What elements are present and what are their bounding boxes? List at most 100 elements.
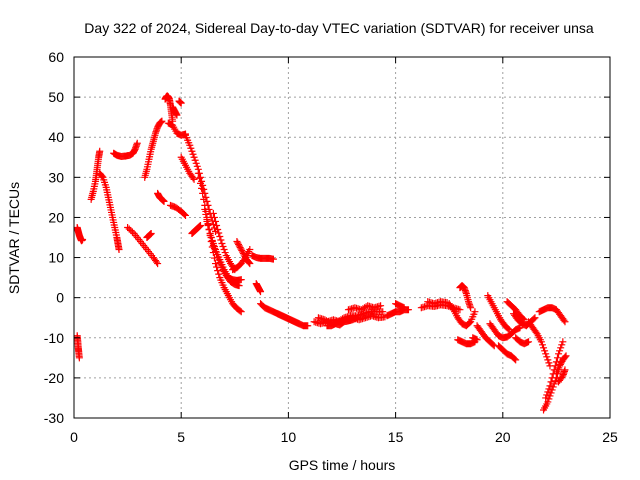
data-point xyxy=(187,144,195,152)
data-point xyxy=(559,338,567,346)
data-point xyxy=(236,244,244,252)
data-point xyxy=(353,314,361,322)
data-point xyxy=(217,236,225,244)
x-tick-label: 15 xyxy=(388,429,404,445)
series-s23 xyxy=(233,238,254,268)
series-s14 xyxy=(166,201,189,219)
x-axis-label: GPS time / hours xyxy=(289,457,396,473)
data-point xyxy=(540,344,548,352)
data-point xyxy=(214,267,222,275)
data-point xyxy=(160,197,168,205)
x-tick-label: 10 xyxy=(281,429,297,445)
data-point xyxy=(545,395,553,403)
data-point xyxy=(237,308,245,316)
data-point xyxy=(545,359,553,367)
series-s16 xyxy=(177,153,198,183)
data-point xyxy=(543,391,551,399)
data-point xyxy=(128,228,136,236)
data-point xyxy=(561,366,569,374)
data-point xyxy=(173,111,181,119)
x-tick-label: 0 xyxy=(70,429,78,445)
data-point xyxy=(541,347,549,355)
data-point xyxy=(235,242,243,250)
y-tick-label: 40 xyxy=(48,129,64,145)
data-point xyxy=(489,341,497,349)
data-point xyxy=(471,308,479,316)
series-s24 xyxy=(248,252,277,263)
data-point xyxy=(193,162,201,170)
data-point xyxy=(525,338,533,346)
data-point xyxy=(547,378,555,386)
series-s38 xyxy=(454,336,479,348)
data-point xyxy=(558,341,566,349)
data-point xyxy=(215,270,223,278)
plot-frame xyxy=(73,56,611,419)
series-s9 xyxy=(154,189,168,205)
data-point xyxy=(181,211,189,219)
data-point xyxy=(206,229,214,237)
data-point xyxy=(199,189,207,197)
data-point xyxy=(239,248,247,256)
data-point xyxy=(212,260,220,268)
data-point xyxy=(202,210,210,218)
data-point xyxy=(96,147,104,155)
data-point xyxy=(555,350,563,358)
series-s27 xyxy=(274,310,303,328)
series-s10 xyxy=(161,92,177,125)
data-point xyxy=(204,221,212,229)
series-s40 xyxy=(469,334,481,344)
data-point xyxy=(210,213,218,221)
data-point xyxy=(561,318,569,326)
series-s8 xyxy=(141,117,166,181)
data-point xyxy=(257,288,265,296)
series-s20 xyxy=(203,217,245,284)
series-s41 xyxy=(484,292,513,334)
data-point xyxy=(542,394,550,402)
series-s25 xyxy=(252,280,265,296)
data-point xyxy=(210,243,218,251)
data-point xyxy=(124,223,132,231)
data-point xyxy=(556,362,564,370)
data-point xyxy=(219,243,227,251)
data-point xyxy=(546,392,554,400)
data-point xyxy=(544,398,552,406)
data-point xyxy=(545,385,553,393)
data-point xyxy=(560,316,568,324)
data-point xyxy=(556,347,564,355)
data-point xyxy=(188,147,196,155)
data-point xyxy=(203,217,211,225)
data-point xyxy=(115,246,123,254)
data-point xyxy=(189,150,197,158)
data-point xyxy=(209,209,217,217)
data-point xyxy=(240,251,248,259)
data-point xyxy=(200,195,208,203)
series-s46 xyxy=(512,334,533,348)
data-point xyxy=(207,234,215,241)
data-point xyxy=(195,174,203,182)
data-point xyxy=(235,241,243,249)
data-point xyxy=(98,172,106,180)
data-point xyxy=(238,247,246,255)
data-point xyxy=(511,355,519,363)
data-point xyxy=(196,179,204,187)
data-point xyxy=(295,320,303,328)
data-point xyxy=(561,353,569,361)
y-axis-label: SDTVAR / TECUs xyxy=(6,182,22,294)
data-point xyxy=(216,232,224,240)
data-point xyxy=(194,169,202,177)
series-s6 xyxy=(124,223,162,268)
x-tick-label: 25 xyxy=(602,429,618,445)
data-point xyxy=(214,225,222,233)
data-point xyxy=(237,245,245,253)
grid xyxy=(74,57,610,418)
data-point xyxy=(241,253,249,261)
data-point xyxy=(215,229,223,237)
data-point xyxy=(220,246,228,254)
series-s7 xyxy=(143,229,155,241)
data-point xyxy=(269,255,277,263)
data-point xyxy=(531,314,539,322)
data-point xyxy=(212,217,220,225)
data-point xyxy=(147,229,155,237)
